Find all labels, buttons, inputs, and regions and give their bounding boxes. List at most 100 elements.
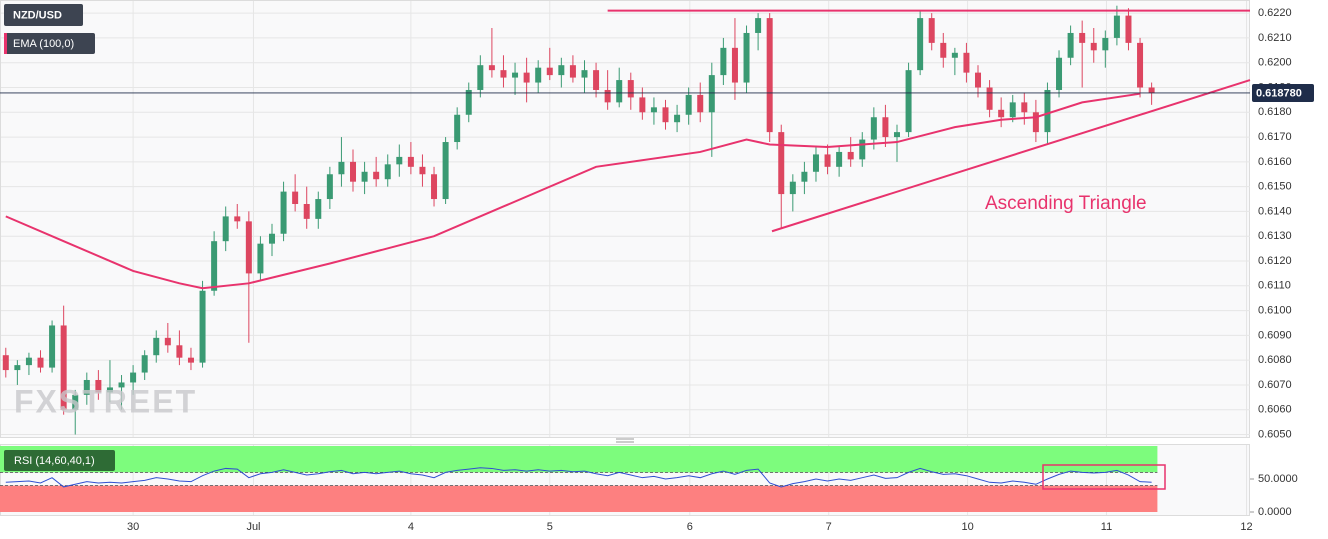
candle-body (280, 191, 287, 234)
legend-badge (4, 33, 95, 54)
marks-layer (0, 5, 1251, 435)
candle-body (708, 75, 715, 113)
candle-body (164, 337, 171, 346)
x-tick-label: 5 (547, 521, 553, 533)
candle-body (419, 166, 426, 175)
annotation: Ascending Triangle (985, 193, 1147, 214)
candle-body (373, 171, 380, 180)
candle-body (60, 325, 67, 410)
candle-body (951, 52, 958, 58)
rsi-upper-band (0, 446, 1158, 473)
x-tick-label: 6 (687, 521, 693, 533)
candle-body (535, 67, 542, 83)
candle-body (234, 216, 241, 222)
legend-swatch (4, 33, 7, 54)
y-tick-label: 0.6050 (1258, 428, 1292, 440)
candle-body (454, 114, 461, 143)
last-price-box (1252, 83, 1314, 102)
candle-body (465, 89, 472, 115)
candle-body (1021, 102, 1028, 113)
candle-body (917, 18, 924, 71)
rsi-lower-band (0, 485, 1158, 512)
candle-body (83, 379, 90, 395)
candle-body (639, 97, 646, 113)
candle-body (338, 161, 345, 175)
candle-body (743, 32, 750, 83)
x-tick-label: 11 (1101, 521, 1112, 533)
candle-body (106, 387, 113, 393)
candle-body (431, 174, 438, 200)
candle-body (975, 72, 982, 88)
highlight-box (1042, 464, 1166, 490)
candle-body (187, 357, 194, 363)
main-panel (0, 0, 1250, 438)
separator-handle (616, 438, 634, 443)
candle-body (1067, 32, 1074, 58)
candle-body (2, 355, 9, 371)
legend-label: EMA (100,0) (13, 38, 74, 50)
ema-line (5, 92, 1141, 290)
candle-body (859, 139, 866, 160)
y-tick-label: 0.6110 (1258, 280, 1291, 292)
labels-layer: 30 Jul 4 5 6 7 10 11 12 0.6050 0.6060 0.6070 0.6080 0… (127, 7, 1314, 533)
candle-body (1148, 87, 1155, 93)
candle-body (315, 199, 322, 219)
candle-body (928, 18, 935, 43)
candle-body (396, 156, 403, 165)
candle-body (801, 171, 808, 182)
y-tick-label: 0.6210 (1258, 32, 1292, 44)
candle-body (477, 65, 484, 90)
candle-body (1079, 32, 1086, 43)
candle-body (569, 65, 576, 78)
candle-body (350, 161, 357, 182)
candle-body (581, 70, 588, 78)
candle-body (1056, 57, 1063, 90)
indicator-label: RSI (14,60,40,1) (14, 455, 95, 467)
candle-body (1113, 15, 1120, 38)
candle-body (407, 156, 414, 167)
x-tick-label: 10 (961, 521, 973, 533)
grid (1, 1, 1254, 515)
candle-body (130, 372, 137, 383)
y-tick-label: 0.6170 (1258, 131, 1292, 143)
x-tick-label: 7 (826, 521, 832, 533)
y-tick-label: 0.6150 (1258, 181, 1292, 193)
candle-body (940, 42, 947, 58)
candle-body (14, 365, 21, 371)
candle-body (720, 47, 727, 76)
candle-body (882, 117, 889, 138)
candle-body (500, 70, 507, 78)
y-tick-label: 0.6220 (1258, 7, 1292, 19)
y-tick-label: 0.6070 (1258, 379, 1292, 391)
y-tick-label: 0.6140 (1258, 205, 1292, 217)
candle-body (49, 325, 56, 368)
candle-body (616, 80, 623, 103)
x-tick-label: Jul (246, 521, 260, 533)
candle-body (268, 233, 275, 244)
candle-body (1137, 42, 1144, 88)
candle-body (662, 107, 669, 123)
last-price-label: 0.618780 (1256, 87, 1302, 99)
candle-body (905, 70, 912, 133)
candle-body (257, 243, 264, 274)
candle-body (824, 154, 831, 167)
candle-body (211, 241, 218, 291)
candle-body (37, 357, 44, 368)
candle-body (118, 382, 125, 388)
candle-body (998, 109, 1005, 118)
y-tick-label: 0.6120 (1258, 255, 1292, 267)
candle-body (650, 107, 657, 113)
candle-body (141, 355, 148, 373)
pattern-line (771, 79, 1251, 233)
candle-body (361, 171, 368, 182)
candle-body (755, 18, 762, 33)
y-tick-label: 0.6090 (1258, 329, 1292, 341)
rsi-line (5, 467, 1152, 488)
candle-body (523, 72, 530, 83)
x-tick-label: 4 (408, 521, 414, 533)
candle-body (25, 357, 32, 366)
y-tick-label: 0.6200 (1258, 57, 1292, 69)
x-tick-label: 30 (127, 521, 139, 533)
candle-body (685, 94, 692, 115)
